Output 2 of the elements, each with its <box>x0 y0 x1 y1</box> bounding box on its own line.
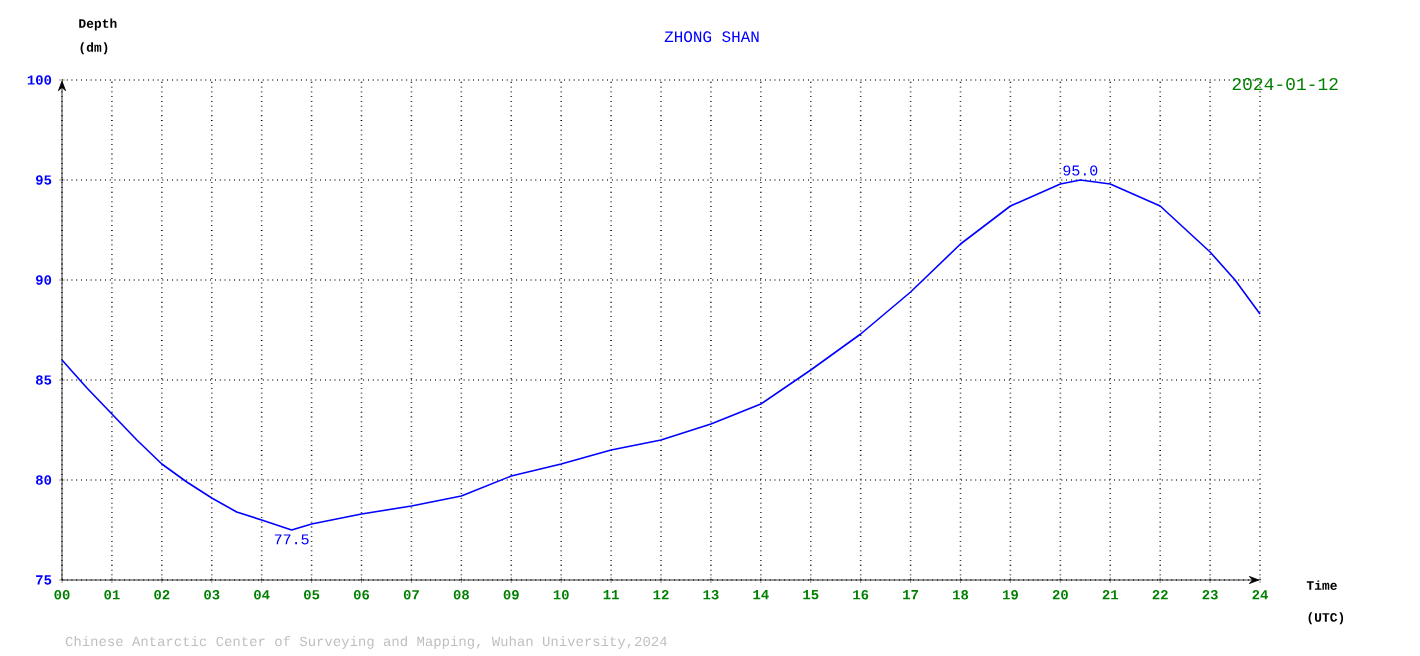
line-series <box>61 179 1261 531</box>
chart-subtitle: 2024-01-12 <box>1232 77 1338 91</box>
